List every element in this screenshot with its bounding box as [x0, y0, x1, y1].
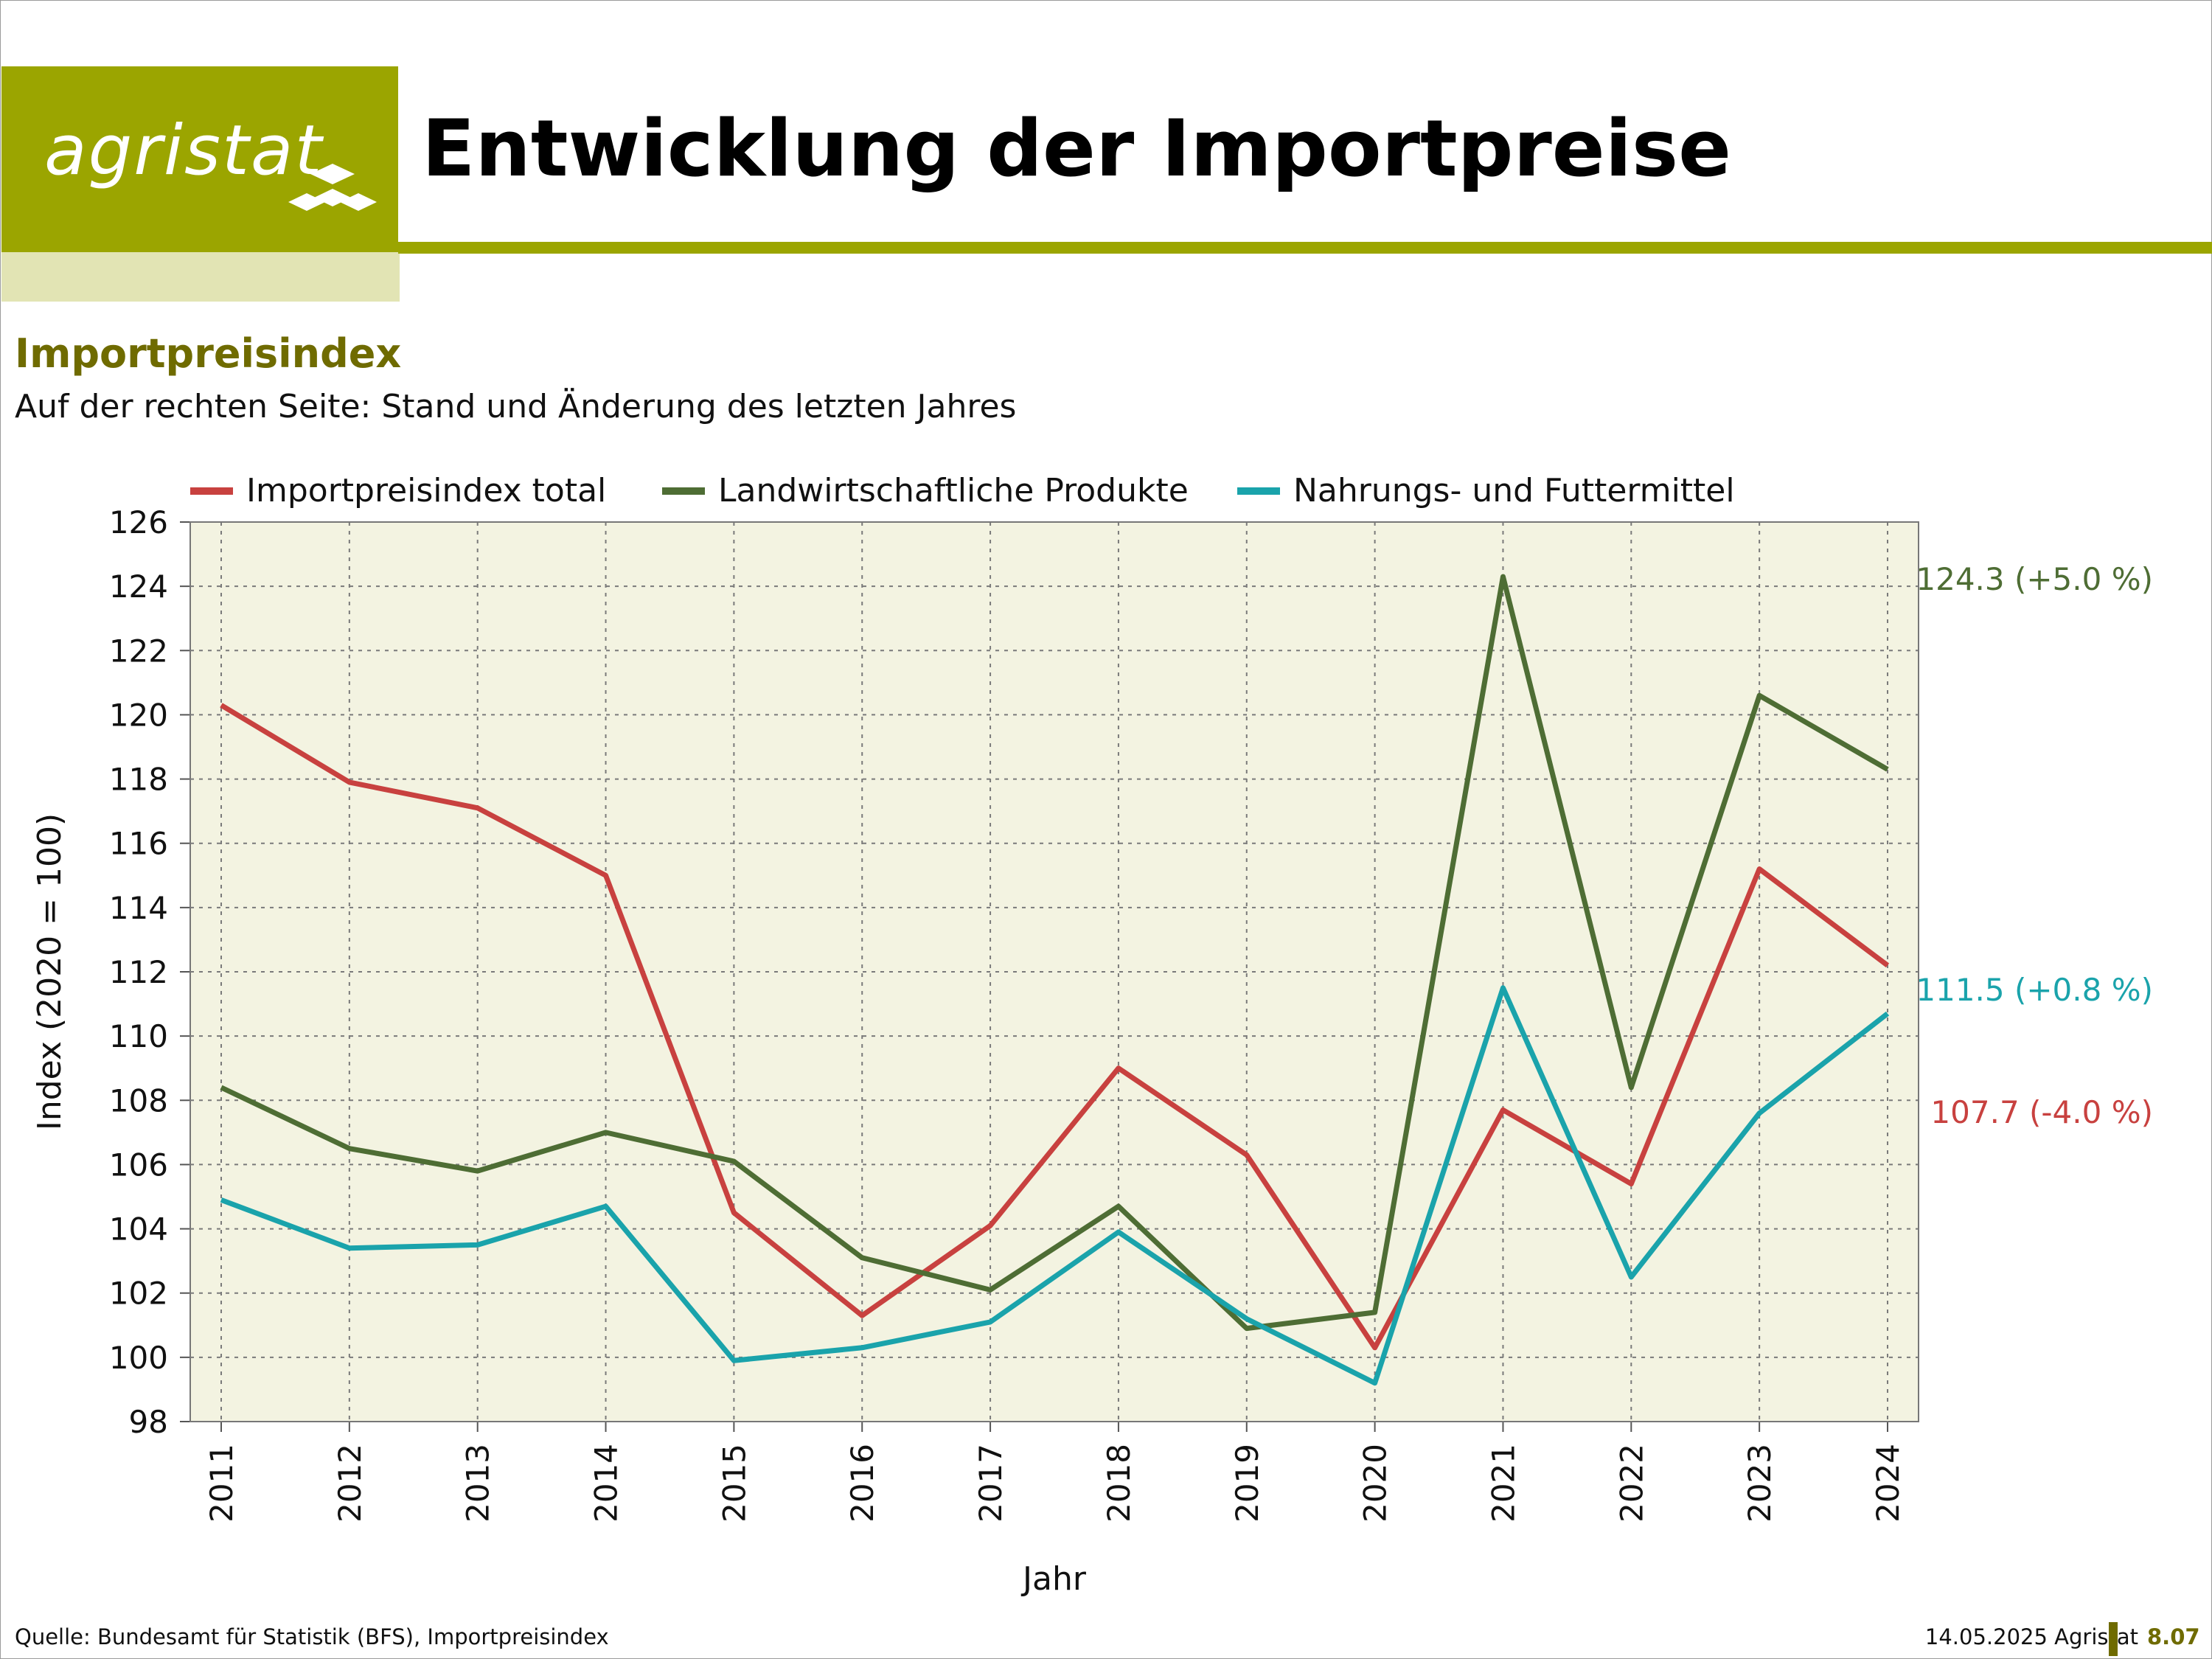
- title-underline: [398, 242, 2212, 254]
- x-tick-label: 2017: [973, 1444, 1009, 1523]
- logo-diamond-icon: [288, 164, 377, 211]
- line-chart: 98 100 102 104 106 108 110 112 114 116 118 120 122 12…: [31, 504, 2153, 1598]
- end-label-2: 111.5 (+0.8 %): [1916, 972, 2153, 1008]
- end-label-0: 107.7 (-4.0 %): [1930, 1094, 2153, 1130]
- logo-underband: [1, 252, 400, 302]
- y-tick-label: 112: [109, 954, 168, 990]
- legend-item-nahrung: Nahrungs- und Futtermittel: [1237, 472, 1735, 509]
- legend-label-landwirtschaft: Landwirtschaftliche Produkte: [718, 472, 1189, 509]
- y-tick-label: 120: [109, 697, 168, 733]
- footer-date: 14.05.2025 Agristat: [1924, 1624, 2138, 1649]
- y-tick-label: 114: [109, 890, 168, 926]
- legend-swatch-landwirtschaft: [662, 487, 705, 495]
- x-tick-label: 2016: [844, 1444, 880, 1523]
- x-tick-label: 2024: [1870, 1444, 1906, 1523]
- x-tick-label: 2022: [1613, 1444, 1649, 1523]
- y-tick-label: 110: [109, 1018, 168, 1054]
- legend-swatch-total: [190, 487, 233, 495]
- x-tick-label: 2023: [1742, 1444, 1778, 1523]
- x-axis-title: Jahr: [1020, 1560, 1087, 1598]
- section-heading: Importpreisindex: [15, 330, 402, 377]
- y-tick-label: 124: [109, 568, 168, 605]
- x-tick-label: 2011: [204, 1444, 240, 1523]
- y-tick-label: 118: [109, 762, 168, 798]
- y-tick-label: 102: [109, 1276, 168, 1312]
- legend-label-nahrung: Nahrungs- und Futtermittel: [1293, 472, 1735, 509]
- logo: [1, 66, 398, 252]
- y-tick-label: 108: [109, 1082, 168, 1119]
- plot-border: [189, 521, 1919, 1422]
- series-line-0: [220, 703, 1890, 1351]
- x-tick-label: 2014: [588, 1444, 625, 1523]
- y-tick-label: 98: [129, 1404, 168, 1440]
- legend-swatch-nahrung: [1237, 487, 1280, 495]
- end-label-1: 124.3 (+5.0 %): [1916, 561, 2153, 597]
- y-tick-label: 116: [109, 826, 168, 862]
- y-tick-label: 106: [109, 1147, 168, 1183]
- y-tick-label: 122: [109, 633, 168, 669]
- legend-label-total: Importpreisindex total: [246, 472, 607, 509]
- x-tick-label: 2021: [1485, 1444, 1521, 1523]
- x-tick-label: 2019: [1229, 1444, 1265, 1523]
- series-line-1: [220, 574, 1889, 1332]
- page-number: 8.07: [2147, 1624, 2200, 1649]
- y-axis-title: Index (2020 = 100): [31, 813, 69, 1130]
- series-line-2: [220, 985, 1890, 1386]
- x-tick-label: 2018: [1101, 1444, 1137, 1523]
- page-title: Entwicklung der Importpreise: [422, 103, 1732, 194]
- x-tick-label: 2013: [460, 1444, 496, 1523]
- footer-divider: [2109, 1622, 2118, 1656]
- legend-item-landwirtschaft: Landwirtschaftliche Produkte: [662, 472, 1189, 509]
- x-tick-label: 2015: [716, 1444, 752, 1523]
- footer-source: Quelle: Bundesamt für Statistik (BFS), I…: [15, 1624, 609, 1649]
- legend-item-total: Importpreisindex total: [190, 472, 606, 509]
- y-tick-label: 104: [109, 1211, 168, 1248]
- logo-text: agristat: [44, 111, 324, 191]
- y-tick-label: 126: [109, 504, 168, 540]
- section-subheading: Auf der rechten Seite: Stand und Änderun…: [15, 388, 1017, 425]
- x-tick-label: 2012: [332, 1444, 368, 1523]
- y-tick-label: 100: [109, 1340, 168, 1376]
- x-tick-label: 2020: [1357, 1444, 1394, 1523]
